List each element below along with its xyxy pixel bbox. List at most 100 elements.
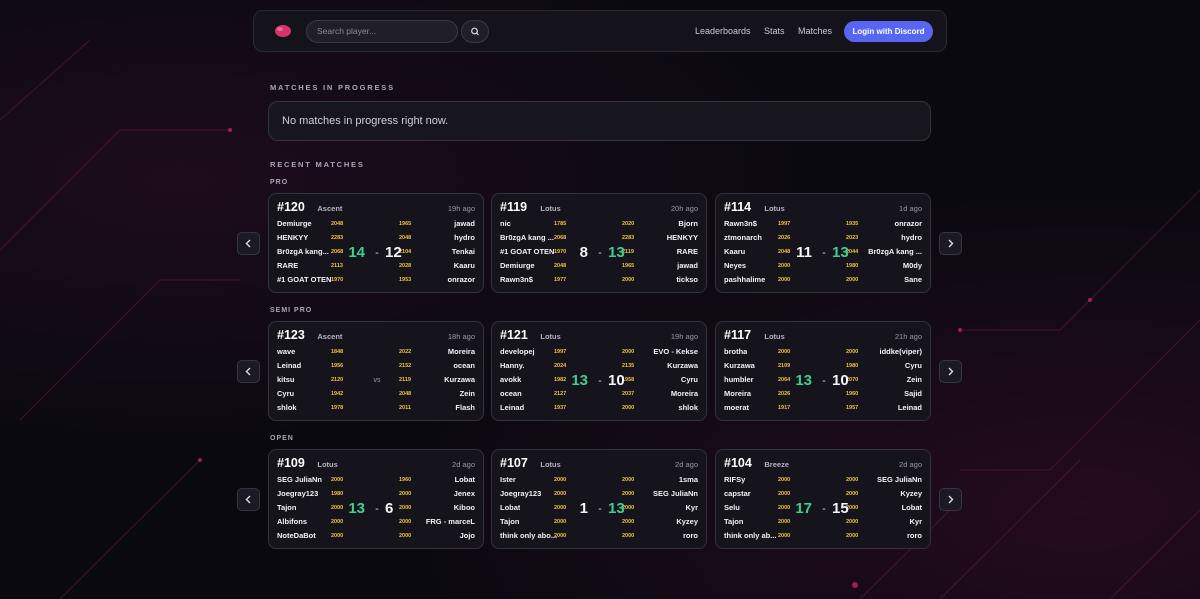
player-name: HENKYY	[277, 233, 309, 242]
player-name: ocean	[500, 389, 522, 398]
match-id: #120	[277, 200, 305, 214]
player-elo: 2000	[846, 348, 859, 355]
player-elo: 1953	[399, 276, 412, 283]
player-name: Kurzawa	[667, 361, 698, 370]
match-time: 18h ago	[447, 332, 475, 341]
match-time: 2d ago	[452, 460, 475, 469]
logo[interactable]	[274, 23, 292, 39]
player-name: Lobat	[500, 503, 521, 512]
player-name: RARE	[676, 247, 698, 256]
carousel-arrow[interactable]	[237, 360, 260, 383]
match-card[interactable]: #109 Lotus 2d ago SEG JuliaNn 2000 Joegray123…	[268, 449, 484, 549]
search-input[interactable]: Search player...	[306, 20, 458, 43]
player-elo: 1980	[846, 262, 859, 269]
match-card[interactable]: #123 Ascent 18h ago wave 1848 Leinad 1956 kitsu…	[268, 321, 484, 421]
player-name: Tajon	[724, 517, 744, 526]
score-left: 1	[579, 500, 588, 517]
player-name: Tajon	[277, 503, 297, 512]
player-elo: 2000	[554, 518, 567, 525]
player-elo: 2000	[846, 276, 859, 283]
match-card[interactable]: #117 Lotus 21h ago brotha 2000 Kurzawa 2109 hum…	[715, 321, 931, 421]
player-name: moerat	[724, 403, 750, 412]
login-button[interactable]: Login with Discord	[844, 21, 933, 42]
score-right: 13	[608, 500, 625, 517]
player-elo: 2000	[778, 532, 791, 539]
player-elo: 2283	[622, 234, 635, 241]
player-elo: 2000	[554, 532, 567, 539]
player-elo: 2120	[331, 376, 344, 383]
score-left: 14	[348, 244, 365, 261]
player-elo: 2000	[331, 504, 344, 511]
player-name: Moreira	[724, 389, 752, 398]
player-elo: 1937	[554, 404, 567, 411]
player-name: Leinad	[897, 403, 922, 412]
match-id: #104	[724, 456, 752, 470]
player-name: tickso	[676, 275, 698, 284]
player-elo: 1970	[554, 248, 567, 255]
player-name: Cyru	[904, 361, 922, 370]
player-elo: 2000	[778, 490, 791, 497]
match-card[interactable]: #120 Ascent 19h ago Demiurge 2048 HENKYY 2283 B…	[268, 193, 484, 293]
match-card[interactable]: #114 Lotus 1d ago Rawn3n$ 1997 ztmonarch 2026 K…	[715, 193, 931, 293]
player-name: Lobat	[454, 475, 475, 484]
player-name: humbler	[724, 375, 754, 384]
match-status: vs	[373, 377, 381, 384]
score-separator: -	[598, 375, 602, 387]
section-title: RECENT MATCHES	[270, 160, 365, 169]
carousel-arrow[interactable]	[939, 232, 962, 255]
search-button[interactable]	[461, 20, 489, 43]
nav-link[interactable]: Leaderboards	[695, 26, 751, 36]
player-name: iddke(viper)	[879, 347, 922, 356]
match-card[interactable]: #121 Lotus 19h ago developej 1997 Hanny. 2024 a…	[491, 321, 707, 421]
player-elo: 1978	[331, 404, 344, 411]
player-name: Jojo	[459, 531, 475, 540]
group-label: SEMI PRO	[270, 307, 313, 314]
carousel-arrow[interactable]	[939, 488, 962, 511]
match-card[interactable]: #107 Lotus 2d ago Ister 2000 Joegray123 2000 Lo…	[491, 449, 707, 549]
player-elo: 2000	[399, 518, 412, 525]
match-time: 19h ago	[670, 332, 698, 341]
player-elo: 2068	[554, 234, 567, 241]
score-separator: -	[598, 503, 602, 515]
player-elo: 2048	[399, 390, 412, 397]
player-elo: 2000	[846, 532, 859, 539]
player-elo: 2000	[622, 532, 635, 539]
player-elo: 2000	[622, 404, 635, 411]
player-elo: 1997	[554, 348, 567, 355]
player-elo: 2000	[622, 518, 635, 525]
player-name: onrazor	[894, 219, 922, 228]
player-name: Selu	[724, 503, 740, 512]
match-id: #114	[724, 200, 752, 214]
match-time: 21h ago	[894, 332, 922, 341]
player-elo: 2109	[778, 362, 791, 369]
player-name: SEG JuliaNn	[876, 475, 922, 484]
player-elo: 2000	[778, 348, 791, 355]
player-name: Kyr	[909, 517, 922, 526]
match-time: 20h ago	[670, 204, 698, 213]
carousel-arrow[interactable]	[939, 360, 962, 383]
player-elo: 2000	[846, 490, 859, 497]
player-name: EVO - Kekse	[653, 347, 698, 356]
player-elo: 2000	[554, 476, 567, 483]
player-elo: 2000	[846, 518, 859, 525]
nav-link[interactable]: Matches	[798, 26, 833, 36]
player-name: onrazor	[447, 275, 475, 284]
player-name: Cyru	[680, 375, 698, 384]
player-elo: 2000	[399, 532, 412, 539]
player-name: Moreira	[447, 347, 475, 356]
player-elo: 1970	[331, 276, 344, 283]
player-name: FRG - marceL	[425, 517, 475, 526]
player-elo: 2011	[399, 404, 411, 411]
score-right: 10	[832, 372, 849, 389]
player-name: kitsu	[277, 375, 295, 384]
player-elo: 2283	[331, 234, 344, 241]
match-time: 2d ago	[899, 460, 922, 469]
carousel-arrow[interactable]	[237, 488, 260, 511]
carousel-arrow[interactable]	[237, 232, 260, 255]
player-elo: 2026	[778, 390, 791, 397]
player-name: Tenkai	[451, 247, 475, 256]
match-card[interactable]: #104 Breeze 2d ago RIFSy 2000 capstar 2000 Selu…	[715, 449, 931, 549]
match-card[interactable]: #119 Lotus 20h ago nic 1785 Br0zgA kang ... 20…	[491, 193, 707, 293]
player-name: RARE	[277, 261, 299, 270]
nav-link[interactable]: Stats	[764, 26, 785, 36]
